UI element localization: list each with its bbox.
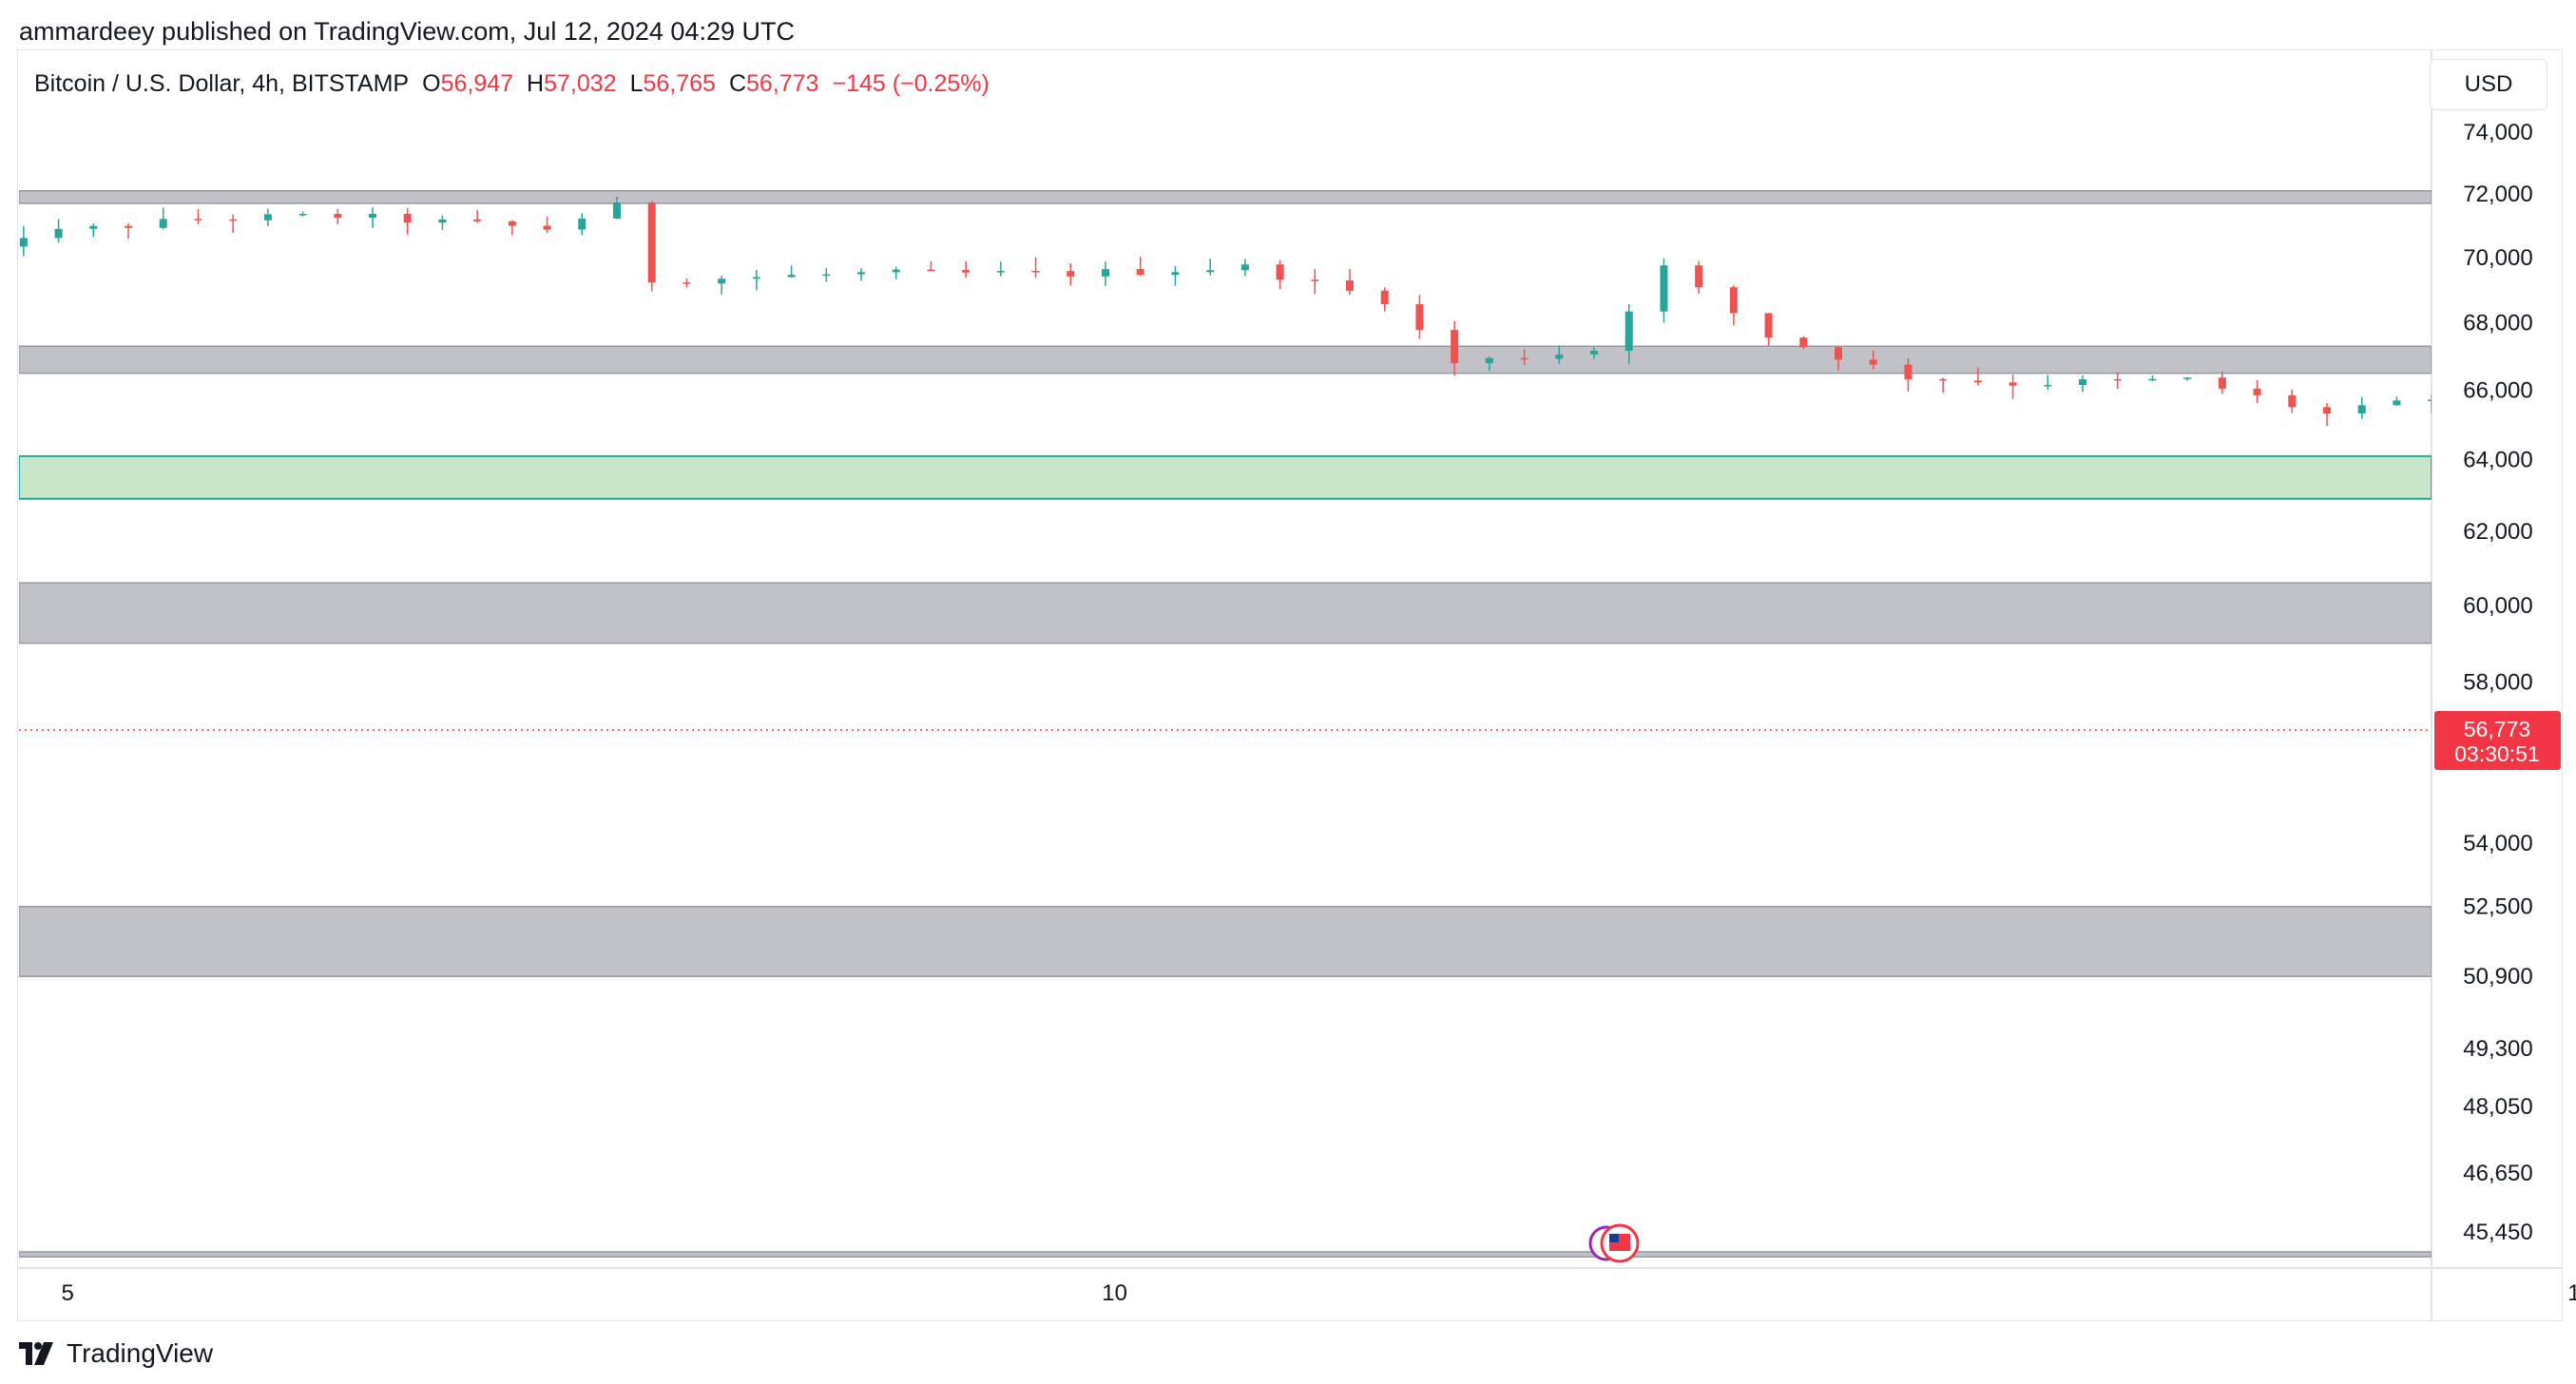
- symbol-legend: Bitcoin / U.S. Dollar, 4h, BITSTAMP O56,9…: [34, 70, 990, 98]
- open-label: O: [422, 70, 441, 97]
- publisher-line: ammardeey published on TradingView.com, …: [19, 17, 795, 46]
- high-value: 57,032: [544, 70, 617, 97]
- currency-button[interactable]: USD: [2430, 59, 2547, 110]
- tradingview-logo[interactable]: TradingView: [19, 1338, 213, 1369]
- tradingview-logo-icon: [19, 1342, 53, 1365]
- time-tick-label: 17: [2567, 1280, 2576, 1306]
- low-label: L: [629, 70, 644, 97]
- high-label: H: [527, 70, 545, 97]
- open-value: 56,947: [440, 70, 514, 97]
- close-value: 56,773: [746, 70, 819, 97]
- change-value: −145 (−0.25%): [832, 70, 990, 97]
- tradingview-brand: TradingView: [67, 1338, 214, 1368]
- chart-frame[interactable]: [17, 49, 2563, 1321]
- close-label: C: [728, 70, 746, 97]
- symbol-name: Bitcoin / U.S. Dollar, 4h, BITSTAMP: [34, 70, 410, 97]
- candle-up: [2567, 373, 2575, 386]
- low-value: 56,765: [643, 70, 716, 97]
